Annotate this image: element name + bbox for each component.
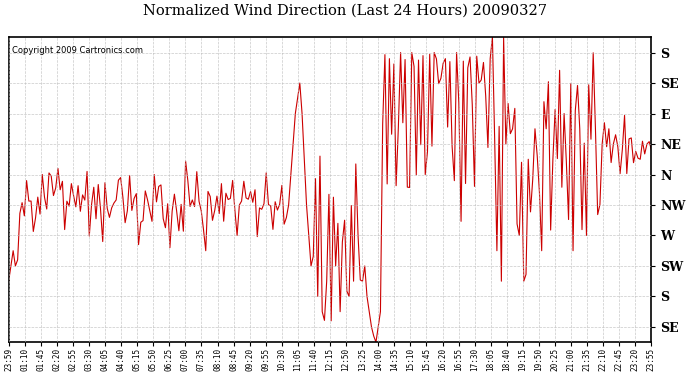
Text: Copyright 2009 Cartronics.com: Copyright 2009 Cartronics.com <box>12 46 143 56</box>
Text: Normalized Wind Direction (Last 24 Hours) 20090327: Normalized Wind Direction (Last 24 Hours… <box>143 4 547 18</box>
